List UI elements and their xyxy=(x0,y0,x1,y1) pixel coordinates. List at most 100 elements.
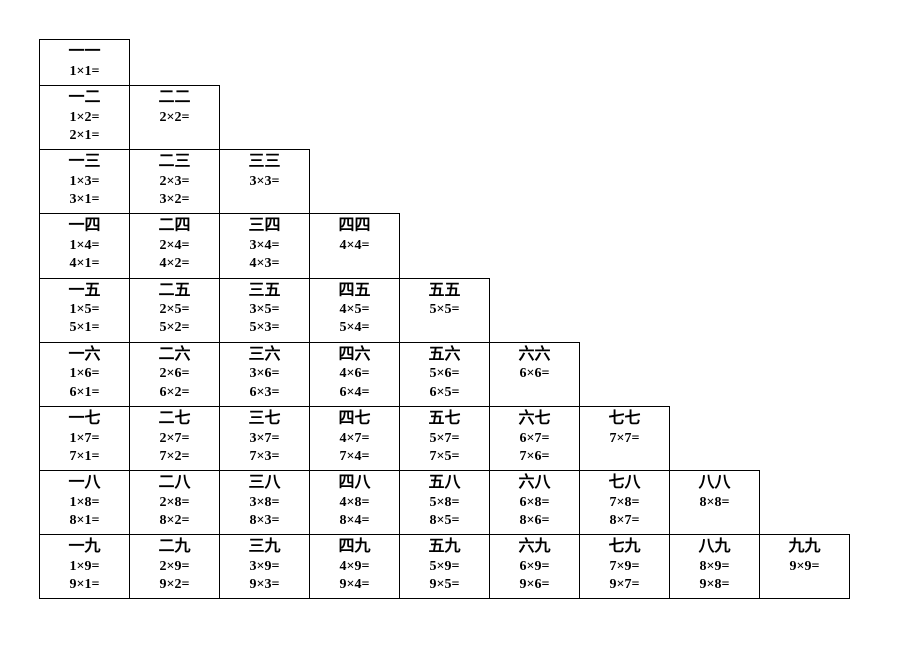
cell-equation-1: 2×4= xyxy=(130,237,219,255)
empty-cell xyxy=(399,85,490,150)
empty-cell xyxy=(759,278,850,343)
cell-equation-1: 1×5= xyxy=(40,301,129,319)
cell-equation-2: 8×7= xyxy=(580,512,669,530)
cell-hanzi: 三八 xyxy=(220,473,309,494)
cell-equation-2: 9×5= xyxy=(400,576,489,594)
cell-equation-2: 8×5= xyxy=(400,512,489,530)
cell-5-3: 三五3×5=5×3= xyxy=(219,278,310,343)
cell-3-1: 一三1×3=3×1= xyxy=(39,149,130,214)
empty-cell xyxy=(579,39,670,86)
cell-hanzi: 二三 xyxy=(130,152,219,173)
cell-equation-2: 7×2= xyxy=(130,448,219,466)
cell-hanzi: 六八 xyxy=(490,473,579,494)
cell-equation-2: 6×1= xyxy=(40,384,129,402)
empty-cell xyxy=(759,39,850,86)
cell-6-6: 六六6×6= xyxy=(489,342,580,407)
cell-hanzi: 六六 xyxy=(490,345,579,366)
cell-8-5: 五八5×8=8×5= xyxy=(399,470,490,535)
empty-cell xyxy=(219,85,310,150)
empty-cell xyxy=(669,149,760,214)
cell-7-1: 一七1×7=7×1= xyxy=(39,406,130,471)
empty-cell xyxy=(759,149,850,214)
empty-cell xyxy=(489,278,580,343)
empty-cell xyxy=(579,85,670,150)
cell-equation-1: 3×3= xyxy=(220,173,309,191)
cell-4-2: 二四2×4=4×2= xyxy=(129,213,220,278)
cell-equation-1: 4×8= xyxy=(310,494,399,512)
empty-cell xyxy=(669,342,760,407)
empty-cell xyxy=(759,342,850,407)
cell-1-1: 一一1×1= xyxy=(39,39,130,86)
cell-hanzi: 三三 xyxy=(220,152,309,173)
cell-hanzi: 六九 xyxy=(490,537,579,558)
cell-equation-1: 2×5= xyxy=(130,301,219,319)
cell-4-4: 四四4×4= xyxy=(309,213,400,278)
cell-equation-1: 6×6= xyxy=(490,365,579,383)
empty-cell xyxy=(579,149,670,214)
cell-4-1: 一四1×4=4×1= xyxy=(39,213,130,278)
cell-equation-2: 7×1= xyxy=(40,448,129,466)
cell-hanzi: 五九 xyxy=(400,537,489,558)
cell-6-1: 一六1×6=6×1= xyxy=(39,342,130,407)
cell-equation-2: 5×2= xyxy=(130,319,219,337)
cell-equation-1: 2×3= xyxy=(130,173,219,191)
empty-cell xyxy=(489,149,580,214)
cell-hanzi: 九九 xyxy=(760,537,849,558)
cell-hanzi: 二四 xyxy=(130,216,219,237)
empty-cell xyxy=(399,213,490,278)
cell-equation-2: 6×2= xyxy=(130,384,219,402)
empty-cell xyxy=(399,149,490,214)
cell-equation-2: 8×6= xyxy=(490,512,579,530)
cell-hanzi: 四五 xyxy=(310,281,399,302)
cell-equation-1: 9×9= xyxy=(760,558,849,576)
cell-equation-1: 5×9= xyxy=(400,558,489,576)
cell-8-2: 二八2×8=8×2= xyxy=(129,470,220,535)
cell-equation-1: 5×6= xyxy=(400,365,489,383)
cell-hanzi: 三九 xyxy=(220,537,309,558)
cell-equation-1: 3×8= xyxy=(220,494,309,512)
cell-hanzi: 二二 xyxy=(130,88,219,109)
cell-8-4: 四八4×8=8×4= xyxy=(309,470,400,535)
cell-equation-1: 1×8= xyxy=(40,494,129,512)
empty-cell xyxy=(309,85,400,150)
cell-hanzi: 三六 xyxy=(220,345,309,366)
cell-7-3: 三七3×7=7×3= xyxy=(219,406,310,471)
cell-equation-1: 5×5= xyxy=(400,301,489,319)
cell-equation-1: 1×7= xyxy=(40,430,129,448)
cell-hanzi: 一四 xyxy=(40,216,129,237)
cell-hanzi: 二五 xyxy=(130,281,219,302)
cell-hanzi: 一二 xyxy=(40,88,129,109)
cell-hanzi: 二七 xyxy=(130,409,219,430)
cell-equation-1: 2×9= xyxy=(130,558,219,576)
cell-equation-2: 7×3= xyxy=(220,448,309,466)
multiplication-table: 一一1×1=一二1×2=2×1=二二2×2=一三1×3=3×1=二三2×3=3×… xyxy=(40,40,880,599)
cell-equation-1: 1×1= xyxy=(40,63,129,81)
cell-equation-2: 9×6= xyxy=(490,576,579,594)
cell-equation-1: 1×3= xyxy=(40,173,129,191)
cell-hanzi: 四七 xyxy=(310,409,399,430)
empty-cell xyxy=(489,85,580,150)
cell-equation-2: 6×3= xyxy=(220,384,309,402)
cell-4-3: 三四3×4=4×3= xyxy=(219,213,310,278)
cell-8-1: 一八1×8=8×1= xyxy=(39,470,130,535)
cell-hanzi: 二九 xyxy=(130,537,219,558)
cell-9-5: 五九5×9=9×5= xyxy=(399,534,490,599)
cell-equation-1: 2×2= xyxy=(130,109,219,127)
cell-hanzi: 二六 xyxy=(130,345,219,366)
cell-8-7: 七八7×8=8×7= xyxy=(579,470,670,535)
cell-7-5: 五七5×7=7×5= xyxy=(399,406,490,471)
cell-equation-2: 3×2= xyxy=(130,191,219,209)
cell-hanzi: 八八 xyxy=(670,473,759,494)
cell-equation-1: 4×7= xyxy=(310,430,399,448)
cell-equation-1: 2×8= xyxy=(130,494,219,512)
empty-cell xyxy=(579,278,670,343)
cell-equation-1: 1×9= xyxy=(40,558,129,576)
empty-cell xyxy=(489,39,580,86)
cell-hanzi: 五八 xyxy=(400,473,489,494)
cell-9-6: 六九6×9=9×6= xyxy=(489,534,580,599)
cell-9-3: 三九3×9=9×3= xyxy=(219,534,310,599)
cell-equation-2: 6×4= xyxy=(310,384,399,402)
cell-equation-2: 6×5= xyxy=(400,384,489,402)
cell-hanzi: 五五 xyxy=(400,281,489,302)
cell-9-9: 九九9×9= xyxy=(759,534,850,599)
